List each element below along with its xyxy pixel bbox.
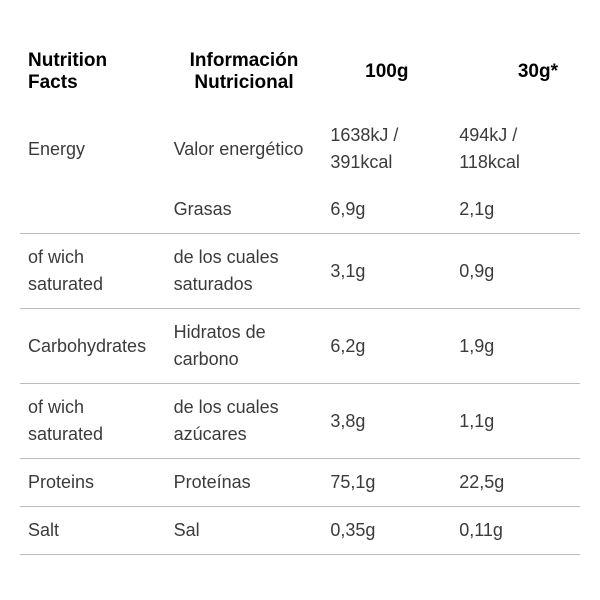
table-row: ProteinsProteínas75,1g22,5g [20,459,580,507]
table-row: CarbohydratesHidratos de carbono6,2g1,9g [20,309,580,384]
header-100g: 100g [322,40,451,112]
cell-c3: 75,1g [322,459,451,507]
cell-c1: Energy [20,112,166,186]
cell-c4: 1,9g [451,309,580,384]
cell-c1 [20,186,166,234]
cell-c2: Proteínas [166,459,323,507]
cell-c3: 3,8g [322,384,451,459]
table-row: of wich saturatedde los cuales saturados… [20,234,580,309]
cell-c2: Hidratos de carbono [166,309,323,384]
cell-c2: Grasas [166,186,323,234]
table-row: EnergyValor energético1638kJ / 391kcal49… [20,112,580,186]
nutrition-table: Nutrition Facts Información Nutricional … [20,40,580,555]
cell-c1: Carbohydrates [20,309,166,384]
cell-c1: of wich saturated [20,384,166,459]
table-row: SaltSal0,35g0,11g [20,507,580,555]
header-30g: 30g* [451,40,580,112]
header-nutrition-facts: Nutrition Facts [20,40,166,112]
cell-c3: 1638kJ / 391kcal [322,112,451,186]
cell-c3: 6,2g [322,309,451,384]
cell-c4: 2,1g [451,186,580,234]
cell-c1: of wich saturated [20,234,166,309]
cell-c3: 3,1g [322,234,451,309]
cell-c4: 1,1g [451,384,580,459]
cell-c4: 22,5g [451,459,580,507]
table-row: of wich saturatedde los cuales azúcares3… [20,384,580,459]
cell-c2: de los cuales azúcares [166,384,323,459]
cell-c1: Proteins [20,459,166,507]
cell-c2: Valor energético [166,112,323,186]
cell-c4: 494kJ / 118kcal [451,112,580,186]
header-info-nutricional: Información Nutricional [166,40,323,112]
table-row: Grasas6,9g2,1g [20,186,580,234]
cell-c4: 0,9g [451,234,580,309]
cell-c2: Sal [166,507,323,555]
cell-c1: Salt [20,507,166,555]
cell-c4: 0,11g [451,507,580,555]
cell-c3: 0,35g [322,507,451,555]
cell-c2: de los cuales saturados [166,234,323,309]
cell-c3: 6,9g [322,186,451,234]
header-row: Nutrition Facts Información Nutricional … [20,40,580,112]
